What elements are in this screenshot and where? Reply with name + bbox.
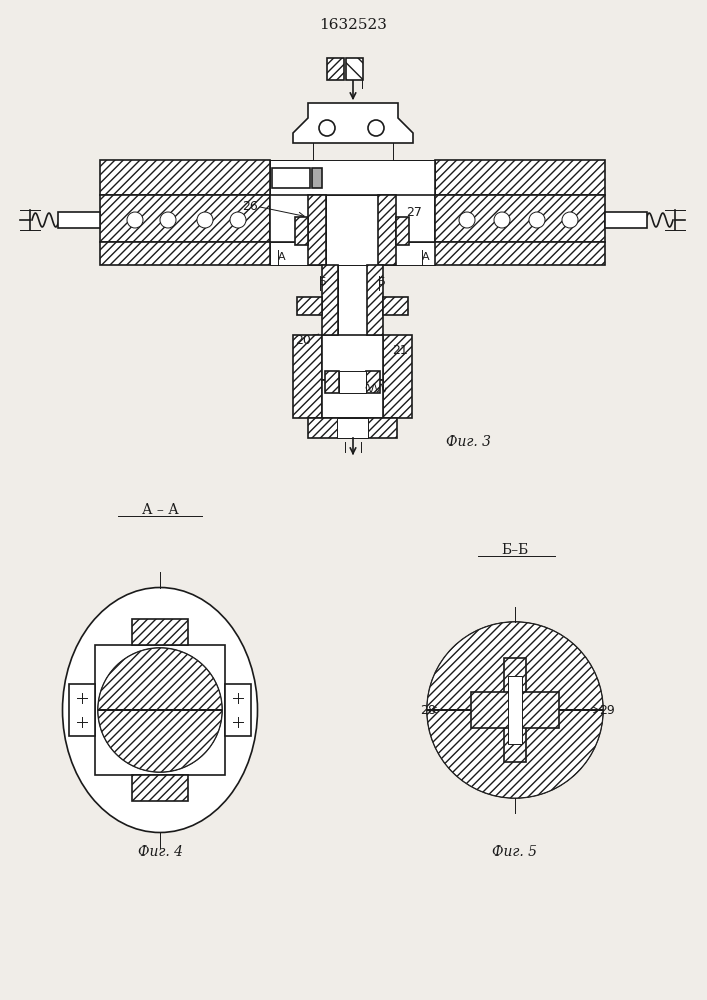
Bar xyxy=(297,297,322,315)
Bar xyxy=(337,418,368,438)
Text: А: А xyxy=(422,252,430,262)
Circle shape xyxy=(529,212,545,228)
Bar xyxy=(132,619,188,645)
Text: Б: Б xyxy=(378,277,386,287)
Bar xyxy=(308,418,397,438)
Circle shape xyxy=(127,212,143,228)
Bar xyxy=(508,676,522,744)
Circle shape xyxy=(319,120,335,136)
Bar xyxy=(471,692,559,728)
Text: 26: 26 xyxy=(242,200,258,214)
Bar xyxy=(367,265,383,335)
Text: 20: 20 xyxy=(295,334,311,347)
Text: 1632523: 1632523 xyxy=(319,18,387,32)
Bar xyxy=(378,195,396,265)
Bar xyxy=(272,168,310,188)
Bar xyxy=(69,684,95,736)
Text: 29: 29 xyxy=(599,704,615,716)
Bar xyxy=(270,242,435,265)
Circle shape xyxy=(230,212,246,228)
Bar xyxy=(504,658,526,762)
Text: 28: 28 xyxy=(420,704,436,716)
Polygon shape xyxy=(427,622,603,710)
Text: 21: 21 xyxy=(392,344,408,357)
Polygon shape xyxy=(427,710,603,798)
Bar xyxy=(383,335,412,418)
Bar xyxy=(312,168,322,188)
Bar xyxy=(396,217,409,245)
Text: Фиг. 4: Фиг. 4 xyxy=(137,845,182,859)
Circle shape xyxy=(459,212,475,228)
Bar xyxy=(295,217,308,245)
Bar xyxy=(322,265,338,335)
Bar xyxy=(338,265,367,335)
Bar xyxy=(435,242,605,265)
Bar xyxy=(58,212,100,228)
Circle shape xyxy=(197,212,213,228)
Bar xyxy=(605,212,647,228)
Text: Фиг. 3: Фиг. 3 xyxy=(445,435,491,449)
Text: А: А xyxy=(278,252,286,262)
Bar xyxy=(435,195,605,242)
Circle shape xyxy=(160,212,176,228)
Bar xyxy=(270,160,435,195)
Polygon shape xyxy=(293,103,413,143)
Bar xyxy=(132,775,188,801)
Text: Фиг. 5: Фиг. 5 xyxy=(493,845,537,859)
Bar xyxy=(270,195,435,242)
Text: Б: Б xyxy=(319,277,327,287)
Bar xyxy=(293,335,322,418)
Bar xyxy=(100,242,270,265)
Bar xyxy=(100,195,270,242)
Bar xyxy=(346,58,363,80)
Bar xyxy=(366,371,380,393)
Bar xyxy=(326,195,378,265)
Bar xyxy=(95,645,225,775)
Text: А – А: А – А xyxy=(141,503,178,517)
Bar xyxy=(435,160,605,195)
Bar xyxy=(339,371,366,393)
Bar xyxy=(225,684,251,736)
Bar xyxy=(327,58,344,80)
Text: Б–Б: Б–Б xyxy=(501,543,529,557)
Circle shape xyxy=(368,120,384,136)
Bar xyxy=(322,335,383,380)
Bar xyxy=(308,195,326,265)
Polygon shape xyxy=(98,710,222,772)
Bar xyxy=(100,160,270,195)
Circle shape xyxy=(427,622,603,798)
Bar xyxy=(383,297,408,315)
Circle shape xyxy=(98,648,222,772)
Circle shape xyxy=(562,212,578,228)
Bar xyxy=(325,371,339,393)
Bar xyxy=(322,380,383,418)
Polygon shape xyxy=(98,648,222,710)
Text: 27: 27 xyxy=(406,206,422,219)
Ellipse shape xyxy=(62,587,257,832)
Circle shape xyxy=(494,212,510,228)
